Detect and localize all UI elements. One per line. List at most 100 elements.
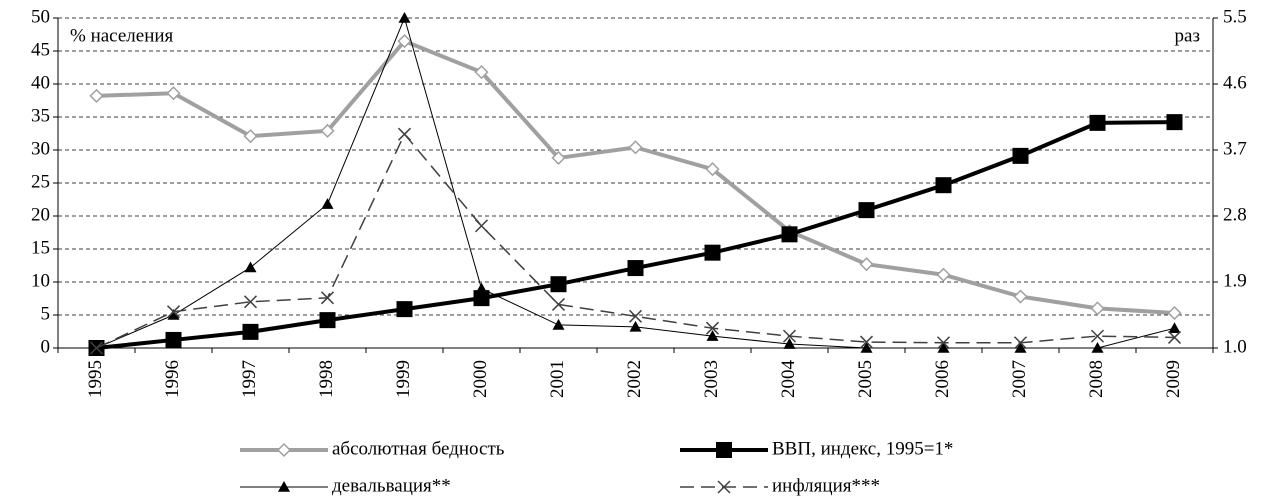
x-tick-label: 2006	[932, 360, 953, 398]
point	[936, 336, 951, 350]
point	[1167, 305, 1182, 321]
point	[629, 320, 642, 332]
legend-marker	[278, 481, 290, 492]
x-tick-label: 1998	[316, 360, 337, 398]
point	[705, 321, 720, 335]
y-tick-label: 45	[31, 39, 50, 60]
point	[89, 341, 104, 355]
y-tick-label: 5	[41, 303, 51, 324]
point	[936, 267, 951, 282]
y-tick-label: 30	[31, 138, 50, 159]
point	[165, 331, 182, 348]
x-tick-label: 2002	[624, 360, 645, 398]
point	[243, 129, 258, 144]
x-tick-label: 1996	[162, 360, 183, 398]
point	[782, 329, 797, 343]
point	[398, 12, 411, 23]
y-tick-label: 0	[41, 336, 51, 357]
y-tick-label: 35	[31, 105, 50, 126]
y-tick-label: 10	[31, 270, 50, 291]
point	[242, 323, 259, 340]
point	[475, 282, 488, 294]
x-tick-label: 1999	[393, 360, 414, 398]
point	[1167, 330, 1182, 344]
x-tick-label: 1995	[85, 360, 106, 398]
point	[858, 202, 875, 219]
y2-tick-label: 1.9	[1223, 270, 1247, 291]
y-tick-label: 15	[31, 237, 50, 258]
point	[319, 312, 336, 329]
legend-label: абсолютная бедность	[332, 438, 505, 459]
legend-label: инфляция***	[772, 475, 880, 496]
point	[473, 290, 490, 307]
y2-tick-label: 3.7	[1223, 138, 1247, 159]
point	[396, 301, 413, 318]
y-tick-label: 40	[31, 72, 50, 93]
x-tick-label: 1997	[239, 360, 260, 398]
point	[1168, 322, 1181, 333]
point	[474, 65, 489, 80]
point	[1091, 342, 1104, 353]
legend-label: девальвация**	[332, 475, 451, 496]
x-tick-label: 2004	[778, 360, 799, 399]
point	[937, 342, 950, 353]
point	[781, 226, 798, 243]
point	[397, 34, 412, 49]
legend-label: ВВП, индекс, 1995=1*	[772, 438, 953, 459]
x-tick-label: 2009	[1163, 360, 1184, 398]
point	[783, 338, 796, 349]
point	[1090, 301, 1105, 316]
legend-marker	[276, 442, 292, 458]
y2-tick-label: 2.8	[1223, 204, 1247, 225]
point	[859, 335, 874, 349]
point	[321, 198, 334, 209]
y-tick-label: 50	[31, 6, 50, 27]
point	[89, 88, 104, 103]
point	[628, 309, 643, 323]
y2-tick-label: 4.6	[1223, 72, 1247, 93]
point	[628, 140, 643, 155]
point	[320, 123, 335, 138]
legend-marker	[716, 442, 732, 458]
left-axis-unit: % населения	[70, 25, 174, 46]
point	[474, 219, 489, 233]
point	[551, 150, 566, 165]
point	[704, 244, 721, 261]
point	[244, 261, 257, 273]
x-tick-label: 2007	[1009, 360, 1030, 398]
x-tick-label: 2005	[855, 360, 876, 398]
point	[551, 297, 566, 311]
point	[1090, 329, 1105, 343]
point	[1014, 342, 1027, 353]
point	[1012, 147, 1029, 164]
point	[1013, 336, 1028, 350]
point	[1013, 289, 1028, 304]
right-axis-unit: раз	[1175, 25, 1200, 46]
point	[320, 291, 335, 305]
point	[167, 309, 180, 320]
x-tick-label: 2001	[547, 360, 568, 398]
point	[550, 276, 567, 293]
point	[243, 295, 258, 309]
point	[166, 86, 181, 101]
y2-tick-label: 5.5	[1223, 6, 1247, 27]
point	[859, 257, 874, 272]
point	[1089, 114, 1106, 131]
point	[166, 305, 181, 319]
point	[552, 318, 565, 330]
point	[935, 177, 952, 194]
point	[860, 342, 873, 353]
y2-tick-label: 1.0	[1223, 336, 1247, 357]
x-tick-label: 2003	[701, 360, 722, 398]
y-tick-label: 20	[31, 204, 50, 225]
point	[705, 162, 720, 177]
point	[1166, 114, 1183, 131]
legend-marker	[717, 480, 731, 494]
x-tick-label: 2000	[470, 360, 491, 398]
y-tick-label: 25	[31, 171, 50, 192]
x-tick-label: 2008	[1086, 360, 1107, 398]
point	[397, 127, 412, 141]
point	[627, 260, 644, 277]
point	[706, 330, 719, 341]
